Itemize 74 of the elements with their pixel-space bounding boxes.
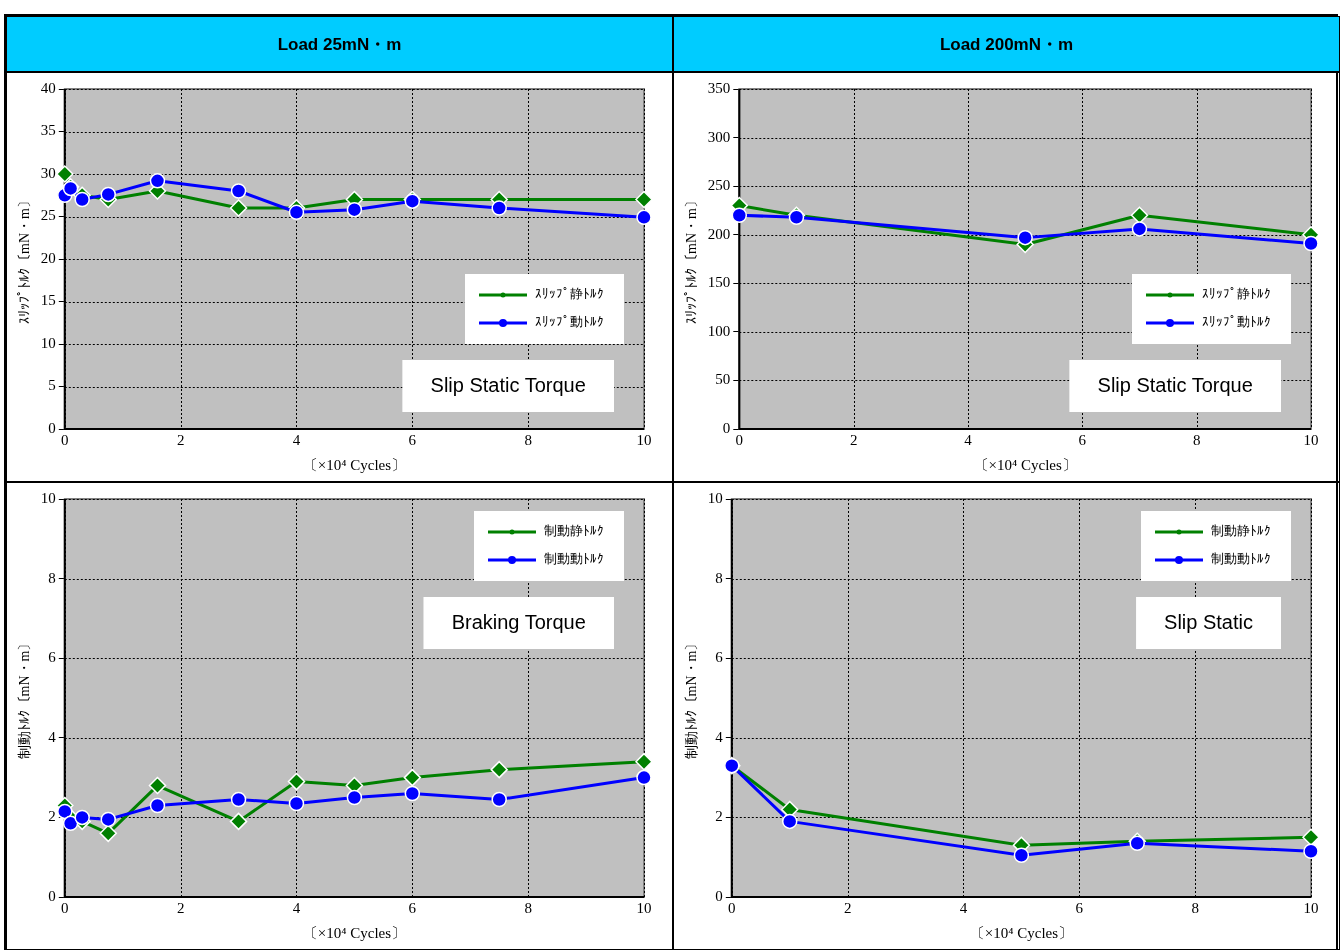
annotation: Braking Torque <box>451 610 586 633</box>
y-tick-label: 50 <box>715 371 731 388</box>
x-tick-label: 0 <box>61 899 69 916</box>
x-tick-label: 10 <box>636 899 652 916</box>
y-tick-label: 25 <box>40 207 56 224</box>
x-tick-label: 2 <box>849 431 858 448</box>
chart-title: Load 200mN・m <box>674 17 1339 73</box>
y-tick-label: 200 <box>707 225 731 242</box>
x-tick-label: 2 <box>176 431 185 448</box>
x-tick-label: 10 <box>1303 899 1319 916</box>
legend-label: ｽﾘｯﾌﾟ動ﾄﾙｸ <box>1202 314 1271 330</box>
y-axis-title: 制動ﾄﾙｸ〔mN・m〕 <box>684 636 700 760</box>
y-axis-title: ｽﾘｯﾌﾟﾄﾙｸ〔mN・m〕 <box>684 194 700 324</box>
legend-label: ｽﾘｯﾌﾟ動ﾄﾙｸ <box>535 314 604 330</box>
x-tick-label: 8 <box>524 431 532 448</box>
annotation: Slip Static Torque <box>430 373 586 396</box>
y-tick-label: 5 <box>48 377 56 394</box>
y-tick-label: 40 <box>40 79 56 96</box>
x-axis-title: 〔×10⁴ Cycles〕 <box>302 924 407 941</box>
legend-label: ｽﾘｯﾌﾟ静ﾄﾙｸ <box>535 286 604 302</box>
y-tick-label: 10 <box>707 489 723 506</box>
y-tick-label: 8 <box>715 569 723 586</box>
x-tick-label: 6 <box>408 899 417 916</box>
y-tick-label: 35 <box>40 122 56 139</box>
y-tick-label: 6 <box>715 649 724 666</box>
legend-label: 制動静ﾄﾙｸ <box>1211 523 1271 539</box>
x-tick-label: 0 <box>61 431 69 448</box>
x-axis-title: 〔×10⁴ Cycles〕 <box>973 456 1077 473</box>
legend-label: 制動動ﾄﾙｸ <box>544 551 604 567</box>
annotation: Slip Static Torque <box>1097 373 1253 396</box>
y-tick-label: 4 <box>48 728 57 745</box>
x-tick-label: 6 <box>1078 431 1087 448</box>
y-tick-label: 2 <box>48 808 56 825</box>
x-tick-label: 4 <box>964 431 973 448</box>
y-tick-label: 0 <box>722 419 731 436</box>
y-tick-label: 4 <box>715 728 724 745</box>
x-axis-title: 〔×10⁴ Cycles〕 <box>969 924 1074 941</box>
y-tick-label: 8 <box>48 569 56 586</box>
x-tick-label: 10 <box>636 431 652 448</box>
y-tick-label: 6 <box>48 649 57 666</box>
x-tick-label: 6 <box>1075 899 1084 916</box>
chart-title: Load 25mN・m <box>7 17 672 73</box>
y-tick-label: 350 <box>707 79 731 96</box>
legend-label: 制動静ﾄﾙｸ <box>544 523 604 539</box>
y-tick-label: 15 <box>40 292 56 309</box>
x-tick-label: 4 <box>292 899 301 916</box>
x-tick-label: 4 <box>292 431 301 448</box>
y-tick-label: 100 <box>707 322 731 339</box>
y-tick-label: 0 <box>715 887 723 904</box>
x-tick-label: 0 <box>735 431 744 448</box>
y-tick-label: 20 <box>40 249 56 266</box>
y-tick-label: 30 <box>40 164 56 181</box>
x-tick-label: 4 <box>959 899 968 916</box>
y-tick-label: 0 <box>48 887 56 904</box>
x-tick-label: 10 <box>1303 431 1319 448</box>
x-axis-title: 〔×10⁴ Cycles〕 <box>302 456 407 473</box>
x-tick-label: 6 <box>408 431 417 448</box>
y-tick-label: 0 <box>48 419 56 436</box>
x-tick-label: 8 <box>524 899 532 916</box>
y-tick-label: 10 <box>40 489 56 506</box>
y-axis-title: 制動ﾄﾙｸ〔mN・m〕 <box>17 636 33 760</box>
x-tick-label: 2 <box>176 899 185 916</box>
legend-label: 制動動ﾄﾙｸ <box>1211 551 1271 567</box>
annotation: Slip Static <box>1164 610 1254 633</box>
y-tick-label: 250 <box>707 177 731 194</box>
x-tick-label: 8 <box>1191 899 1199 916</box>
y-tick-label: 2 <box>715 808 723 825</box>
x-tick-label: 2 <box>843 899 852 916</box>
y-tick-label: 150 <box>707 274 731 291</box>
x-tick-label: 8 <box>1192 431 1201 448</box>
legend-label: ｽﾘｯﾌﾟ静ﾄﾙｸ <box>1202 286 1271 302</box>
y-axis-title: ｽﾘｯﾌﾟﾄﾙｸ〔mN・m〕 <box>17 194 33 324</box>
y-tick-label: 300 <box>707 128 731 145</box>
y-tick-label: 10 <box>40 334 56 351</box>
